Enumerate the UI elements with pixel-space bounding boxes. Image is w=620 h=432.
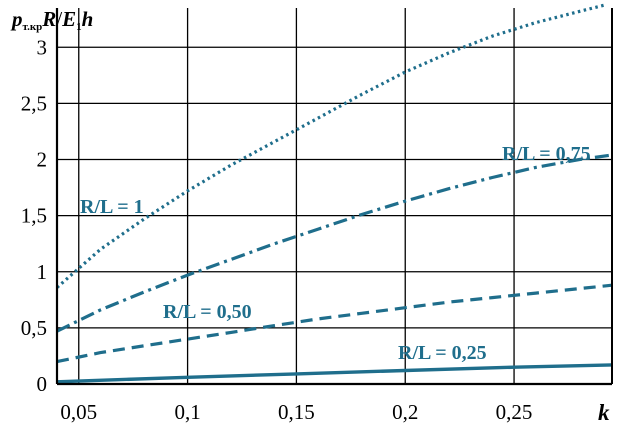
series-line-1 (56, 153, 613, 333)
plot-frame (55, 8, 613, 386)
series-line-2 (56, 283, 613, 364)
x-axis-title: k (598, 400, 610, 425)
y-axis-title-E: E (61, 7, 76, 31)
y-axis-title-h: h (82, 7, 94, 31)
x-tick-label: 0,2 (392, 400, 418, 424)
x-tick-label: 0,15 (278, 400, 315, 424)
x-tick-labels: 0,05 0,1 0,15 0,2 0,25 (60, 400, 532, 424)
curves (55, 3, 613, 384)
label-rl-075: R/L = 0,75 (502, 143, 591, 165)
label-rl-1: R/L = 1 (80, 196, 144, 218)
y-axis-title-E-sub: 1 (76, 21, 82, 33)
series-line-0 (55, 3, 607, 289)
y-tick-label: 2,5 (21, 91, 47, 115)
y-tick-labels: 0 0,5 1 1,5 2 2,5 3 (21, 35, 47, 396)
y-axis-title-p: p (10, 7, 23, 31)
y-axis-title-R: R (41, 7, 56, 31)
y-tick-label: 3 (37, 35, 48, 59)
y-tick-label: 1,5 (21, 204, 47, 228)
series-line-3 (56, 363, 613, 384)
x-tick-label: 0,25 (496, 400, 533, 424)
label-rl-050: R/L = 0,50 (163, 301, 252, 323)
y-axis-title-slash: / (56, 7, 62, 31)
y-tick-label: 0 (37, 372, 48, 396)
y-axis-title: pт.крR/E1h (10, 7, 93, 33)
y-tick-label: 2 (37, 148, 48, 172)
y-tick-label: 0,5 (21, 316, 47, 340)
x-tick-label: 0,1 (174, 400, 200, 424)
label-rl-025: R/L = 0,25 (398, 342, 487, 364)
grid (57, 8, 612, 384)
y-axis-title-sub: т.кр (23, 21, 43, 33)
x-tick-label: 0,05 (60, 400, 97, 424)
y-tick-label: 1 (37, 260, 48, 284)
